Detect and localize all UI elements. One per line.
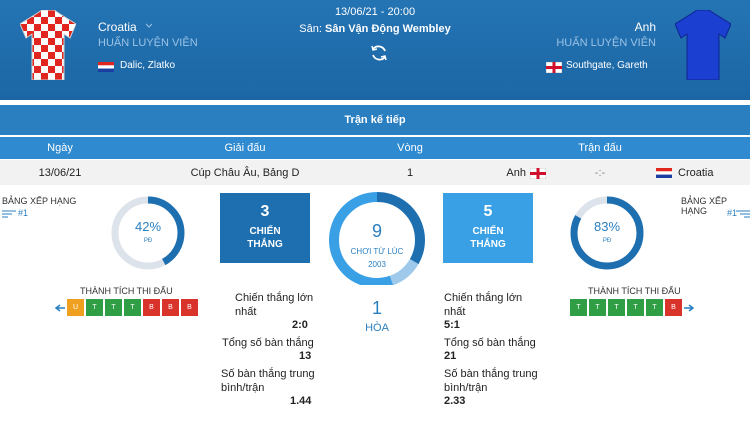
- stat-label: Số bàn thắng trung bình/trận: [444, 368, 538, 394]
- home-stats: Chiến thắng lớn nhất 2:0 Tổng số bàn thắ…: [221, 291, 332, 407]
- row-home: Anh: [506, 167, 526, 179]
- stat-label: Số bàn thắng trung bình/trận: [221, 368, 315, 394]
- home-team: Croatia: [98, 20, 137, 34]
- match-date: 13/06/21: [38, 167, 82, 179]
- refresh-icon[interactable]: [369, 43, 389, 63]
- rank: #1: [727, 208, 738, 218]
- form-result: T: [570, 299, 587, 316]
- venue-name: Sân Vận Động Wembley: [324, 23, 451, 35]
- form-arrow: [55, 303, 65, 312]
- since: 2003: [368, 260, 386, 269]
- ranking-label: BẢNG XẾP HẠNG: [681, 196, 727, 216]
- col-header: Trận đấu: [578, 142, 622, 154]
- table-header: [0, 137, 750, 159]
- form-arrow: [684, 303, 694, 312]
- flag-croatia: [656, 168, 672, 178]
- home-coach: Dalic, Zlatko: [120, 60, 176, 71]
- form-label: THÀNH TÍCH THI ĐẤU: [588, 286, 681, 296]
- donut-arc: [570, 196, 644, 270]
- stat-value: 5:1: [444, 319, 460, 331]
- form-label: THÀNH TÍCH THI ĐẤU: [80, 286, 173, 296]
- stat-label: Chiến thắng lớn nhất: [235, 292, 314, 318]
- form-result: B: [181, 299, 198, 316]
- away-wins-box: 5 CHIẾN THẮNG: [443, 193, 533, 263]
- coach-label: HUẤN LUYỆN VIÊN: [98, 37, 198, 49]
- draws: 1: [371, 298, 382, 318]
- form-result: T: [627, 299, 644, 316]
- round: 1: [406, 167, 414, 179]
- form-result: T: [86, 299, 103, 316]
- matches: 9: [371, 221, 382, 241]
- flag-england: [546, 62, 562, 73]
- venue-label: Sân:: [299, 23, 322, 35]
- away-jersey: [675, 10, 731, 80]
- form-result: T: [608, 299, 625, 316]
- wins-label: CHIẾN THẮNG: [470, 226, 506, 250]
- coach-label: HUẤN LUYỆN VIÊN: [556, 37, 656, 49]
- percent-caption: PĐ: [143, 238, 153, 244]
- home-wins-box: 3 CHIẾN THẮNG: [220, 193, 310, 263]
- score: -:-: [594, 167, 606, 179]
- table-row: [0, 160, 750, 185]
- venue: Sân: Sân Vận Động Wembley: [0, 23, 750, 35]
- percent-caption: PĐ: [602, 238, 612, 244]
- row-away: Croatia: [678, 167, 714, 179]
- ranking-label: BẢNG XẾP HẠNG: [2, 196, 77, 206]
- ring-segment: [329, 192, 425, 285]
- form-result: T: [105, 299, 122, 316]
- competition: Cúp Châu Âu, Bảng D: [190, 167, 300, 179]
- percent: 42%: [134, 219, 162, 234]
- form-result: B: [665, 299, 682, 316]
- charts: [111, 192, 644, 285]
- away-coach: Southgate, Gareth: [566, 60, 648, 71]
- stat-label: Tổng số bàn thắng: [444, 337, 536, 349]
- stat-label: Chiến thắng lớn nhất: [444, 292, 523, 318]
- draws-label: HÒA: [365, 322, 389, 334]
- col-header: Ngày: [47, 142, 73, 154]
- wins: 3: [260, 203, 270, 220]
- col-header: Vòng: [397, 142, 423, 154]
- rank: #1: [18, 208, 29, 218]
- form-result: B: [162, 299, 179, 316]
- chevron: [145, 23, 153, 28]
- donut-arc: [111, 196, 185, 270]
- form-result: U: [67, 299, 84, 316]
- stat-value: 2:0: [292, 319, 308, 331]
- stat-value: 21: [444, 350, 457, 362]
- away-stats: Chiến thắng lớn nhất 5:1 Tổng số bàn thắ…: [444, 291, 554, 407]
- stat-value: 2.33: [444, 395, 466, 407]
- form-result: T: [124, 299, 141, 316]
- form-result: T: [646, 299, 663, 316]
- percent: 83%: [593, 219, 621, 234]
- form-result: T: [589, 299, 606, 316]
- stat-value: 13: [299, 350, 312, 362]
- home-jersey: [20, 10, 76, 80]
- section-title: Trận kế tiếp: [0, 105, 750, 135]
- form-result: B: [143, 299, 160, 316]
- flag-england: [530, 168, 546, 179]
- stat-value: 1.44: [290, 395, 312, 407]
- away-team: Anh: [634, 20, 656, 34]
- wins-label: CHIẾN THẮNG: [247, 226, 283, 250]
- col-header: Giải đấu: [224, 142, 266, 154]
- match-datetime: 13/06/21 - 20:00: [334, 6, 416, 18]
- rank-icon: [2, 210, 16, 218]
- flag-croatia: [98, 62, 114, 72]
- wins: 5: [483, 203, 493, 220]
- since-label: CHƠI TỪ LÚC: [350, 247, 404, 256]
- stat-label: Tổng số bàn thắng: [222, 337, 314, 349]
- rank-icon: [736, 210, 750, 218]
